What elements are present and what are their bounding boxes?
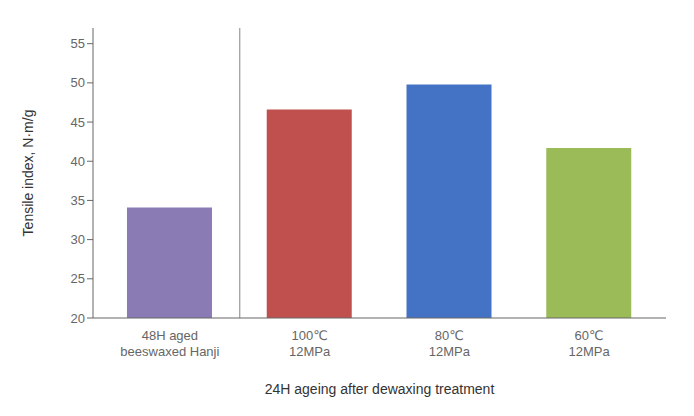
- svg-text:80℃12MPa: 80℃12MPa: [429, 328, 471, 359]
- svg-text:48H agedbeeswaxed Hanji: 48H agedbeeswaxed Hanji: [120, 328, 219, 359]
- svg-text:35: 35: [71, 193, 85, 208]
- svg-text:25: 25: [71, 271, 85, 286]
- svg-text:30: 30: [71, 232, 85, 247]
- svg-text:100℃12MPa: 100℃12MPa: [289, 328, 331, 359]
- svg-text:40: 40: [71, 154, 85, 169]
- svg-text:24H ageing after dewaxing trea: 24H ageing after dewaxing treatment: [265, 381, 495, 397]
- svg-text:45: 45: [71, 115, 85, 130]
- svg-text:55: 55: [71, 36, 85, 51]
- svg-text:Tensile index, N·m/g: Tensile index, N·m/g: [20, 110, 36, 237]
- svg-text:50: 50: [71, 75, 85, 90]
- svg-text:60℃12MPa: 60℃12MPa: [569, 328, 611, 359]
- svg-text:20: 20: [71, 311, 85, 326]
